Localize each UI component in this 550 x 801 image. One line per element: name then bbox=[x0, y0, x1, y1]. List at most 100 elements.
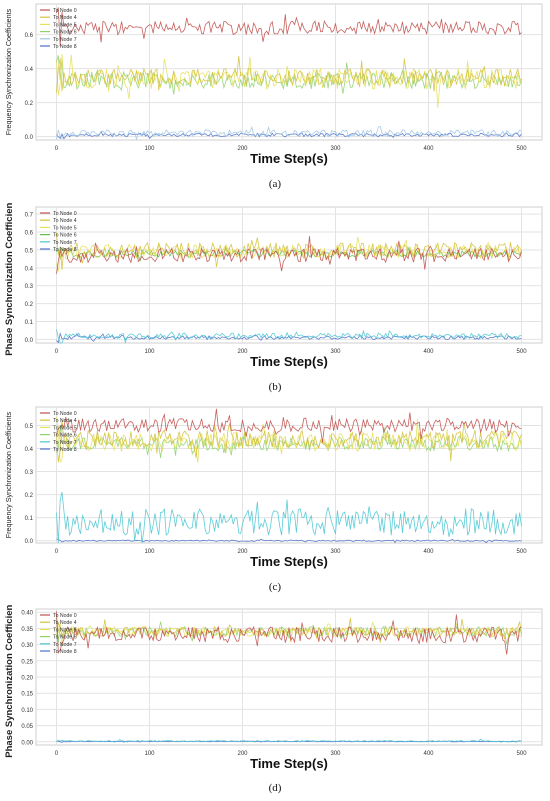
y-axis-label: Frequency Synchronization Coefficients bbox=[4, 8, 13, 135]
y-tick-label: 0.2 bbox=[25, 302, 34, 308]
plot-area bbox=[35, 206, 543, 344]
x-tick-label: 0 bbox=[55, 349, 59, 355]
x-tick-label: 200 bbox=[237, 146, 248, 152]
y-tick-label: 0.0 bbox=[25, 135, 34, 141]
y-tick-label: 0.05 bbox=[21, 724, 33, 730]
legend-label: To Node 5 bbox=[53, 425, 77, 431]
x-tick-label: 0 bbox=[55, 549, 59, 555]
x-tick-label: 0 bbox=[55, 146, 59, 152]
legend-label: To Node 0 bbox=[53, 613, 77, 619]
chart-b: 0.0 0.1 0.2 0.3 0.4 0.5 0.6 0.7 0 100 200 300 400 500… bbox=[4, 194, 543, 369]
series-line bbox=[56, 738, 522, 743]
x-tick-label: 100 bbox=[144, 751, 155, 757]
legend-label: To Node 7 bbox=[53, 240, 77, 246]
x-axis-label: Time Step(s) bbox=[250, 554, 328, 569]
caption-b: (b) bbox=[268, 381, 282, 393]
y-tick-label: 0.3 bbox=[25, 470, 34, 476]
x-tick-label: 400 bbox=[424, 146, 435, 152]
x-tick-label: 300 bbox=[330, 751, 341, 757]
y-tick-label: 0.25 bbox=[21, 659, 33, 665]
series-line bbox=[56, 125, 522, 141]
legend-label: To Node 4 bbox=[53, 418, 77, 424]
legend-label: To Node 0 bbox=[53, 411, 77, 417]
legend-label: To Node 8 bbox=[53, 44, 77, 50]
y-tick-label: 0.15 bbox=[21, 692, 33, 698]
x-tick-label: 100 bbox=[144, 349, 155, 355]
chart-panel-d: 0.00 0.05 0.10 0.15 0.20 0.25 0.30 0.35 0.40 0 100… bbox=[0, 596, 550, 801]
x-axis-label: Time Step(s) bbox=[250, 354, 328, 369]
y-axis-label: Phase Synchronization Coefficients bbox=[4, 605, 15, 758]
legend: To Node 0To Node 4To Node 5To Node 6To N… bbox=[40, 8, 77, 50]
x-tick-label: 200 bbox=[237, 549, 248, 555]
legend-label: To Node 8 bbox=[53, 447, 77, 453]
series-group bbox=[56, 232, 522, 345]
legend-label: To Node 5 bbox=[53, 225, 77, 231]
y-tick-label: 0.1 bbox=[25, 320, 34, 326]
x-tick-label: 200 bbox=[237, 349, 248, 355]
x-tick-label: 400 bbox=[424, 751, 435, 757]
series-line bbox=[56, 419, 522, 463]
series-line bbox=[56, 329, 522, 345]
series-group bbox=[56, 611, 522, 743]
legend: To Node 0To Node 4To Node 5To Node 6To N… bbox=[40, 613, 77, 655]
series-line bbox=[56, 55, 522, 93]
y-tick-label: 0.7 bbox=[25, 213, 34, 219]
series-line bbox=[56, 538, 522, 544]
x-tick-label: 100 bbox=[144, 549, 155, 555]
chart-c: 0.0 0.1 0.2 0.3 0.4 0.5 0 100 200 300 400 500 To Nod… bbox=[4, 406, 543, 569]
y-tick-label: 0.0 bbox=[25, 539, 34, 545]
series-line bbox=[56, 611, 522, 655]
x-tick-label: 300 bbox=[330, 549, 341, 555]
series-group bbox=[56, 7, 522, 141]
legend: To Node 0To Node 4To Node 5 To Node 6 To N… bbox=[40, 411, 77, 453]
y-axis-label: Frequency Synchronization Coefficients bbox=[4, 411, 13, 538]
caption-d: (d) bbox=[268, 782, 282, 794]
y-tick-label: 0.35 bbox=[21, 627, 33, 633]
chart-panel-a: 0.0 0.2 0.4 0.6 0 100 200 300 400 500 To Node 0 To … bbox=[0, 0, 550, 200]
chart-panel-c: 0.0 0.1 0.2 0.3 0.4 0.5 0 100 200 300 400 500 To Nod… bbox=[0, 403, 550, 603]
x-tick-label: 200 bbox=[237, 751, 248, 757]
y-tick-label: 0.0 bbox=[25, 338, 34, 344]
x-axis-label: Time Step(s) bbox=[250, 756, 328, 771]
y-tick-label: 0.40 bbox=[21, 611, 33, 617]
series-line bbox=[56, 408, 522, 443]
x-tick-label: 300 bbox=[330, 146, 341, 152]
legend-label: To Node 4 bbox=[53, 620, 77, 626]
legend-label: To Node 8 bbox=[53, 247, 77, 253]
legend-label: To Node 6 bbox=[53, 433, 77, 439]
y-tick-label: 0.5 bbox=[25, 248, 34, 254]
caption-a: (a) bbox=[268, 178, 282, 190]
legend-label: To Node 8 bbox=[53, 649, 77, 655]
y-tick-label: 0.3 bbox=[25, 284, 34, 290]
y-tick-label: 0.30 bbox=[21, 643, 33, 649]
y-tick-label: 0.2 bbox=[25, 101, 34, 107]
x-tick-label: 500 bbox=[517, 751, 528, 757]
y-tick-label: 0.2 bbox=[25, 493, 34, 499]
y-tick-label: 0.00 bbox=[21, 740, 33, 746]
y-tick-label: 0.20 bbox=[21, 676, 33, 682]
legend-label: To Node 0 bbox=[53, 8, 77, 14]
x-tick-label: 500 bbox=[517, 349, 528, 355]
legend-label: To Node 6 bbox=[53, 635, 77, 641]
y-tick-label: 0.5 bbox=[25, 424, 34, 430]
y-tick-label: 0.10 bbox=[21, 708, 33, 714]
y-tick-label: 0.4 bbox=[25, 67, 34, 73]
series-line bbox=[56, 130, 522, 140]
x-tick-label: 500 bbox=[517, 549, 528, 555]
x-tick-label: 0 bbox=[55, 751, 59, 757]
series-line bbox=[56, 416, 522, 463]
y-tick-label: 0.1 bbox=[25, 516, 34, 522]
legend-label: To Node 0 bbox=[53, 211, 77, 217]
series-line bbox=[56, 236, 522, 274]
legend-label: To Node 7 bbox=[53, 642, 77, 648]
x-tick-label: 300 bbox=[330, 349, 341, 355]
x-axis-label: Time Step(s) bbox=[250, 151, 328, 166]
chart-panel-b: 0.0 0.1 0.2 0.3 0.4 0.5 0.6 0.7 0 100 200 300 400 500… bbox=[0, 194, 550, 403]
legend-label: To Node 5 bbox=[53, 22, 77, 28]
y-tick-label: 0.4 bbox=[25, 266, 34, 272]
legend-label: To Node 7 bbox=[53, 37, 77, 43]
legend-label: To Node 4 bbox=[53, 15, 77, 21]
series-line bbox=[56, 618, 522, 643]
x-tick-label: 400 bbox=[424, 549, 435, 555]
